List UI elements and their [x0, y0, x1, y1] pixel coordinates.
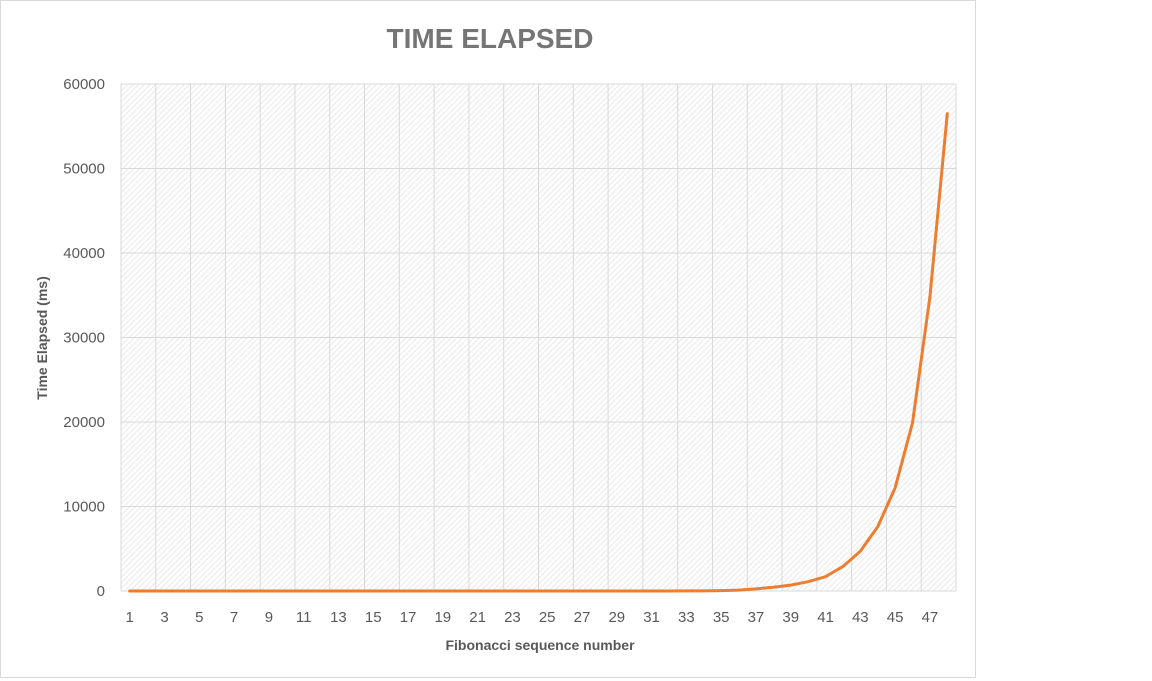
- x-tick-label: 33: [678, 609, 695, 626]
- x-axis-ticks: 1 3 5 7 9 11 13 15 17 19 21 23 25 27 29 31 33 35 37 39 41 43 4…: [126, 609, 939, 626]
- x-axis-title: Fibonacci sequence number: [445, 637, 635, 653]
- x-tick-label: 41: [817, 609, 834, 626]
- line-chart: TIME ELAPSED 0 10000 20000 30000 40000 50000 6…: [34, 23, 957, 653]
- y-axis-ticks: 0 10000 20000 30000 40000 50000 60000: [63, 76, 105, 600]
- y-tick-label: 30000: [63, 330, 105, 347]
- y-tick-label: 0: [97, 583, 105, 600]
- x-tick-label: 5: [195, 609, 203, 626]
- x-tick-label: 7: [230, 609, 238, 626]
- y-axis-title: Time Elapsed (ms): [34, 276, 50, 399]
- y-tick-label: 40000: [63, 245, 105, 262]
- gridlines: [120, 83, 957, 592]
- y-tick-label: 60000: [63, 76, 105, 93]
- x-tick-label: 25: [539, 609, 556, 626]
- y-tick-label: 20000: [63, 414, 105, 431]
- x-tick-label: 23: [504, 609, 521, 626]
- x-tick-label: 9: [265, 609, 273, 626]
- x-tick-label: 43: [852, 609, 869, 626]
- y-tick-label: 50000: [63, 161, 105, 178]
- x-tick-label: 1: [126, 609, 134, 626]
- y-tick-label: 10000: [63, 499, 105, 516]
- x-tick-label: 21: [469, 609, 486, 626]
- series-layer: [128, 112, 949, 593]
- x-tick-label: 3: [160, 609, 168, 626]
- x-tick-label: 13: [330, 609, 347, 626]
- x-tick-label: 29: [608, 609, 625, 626]
- x-tick-label: 39: [782, 609, 799, 626]
- chart-title: TIME ELAPSED: [387, 23, 594, 54]
- x-tick-label: 17: [400, 609, 417, 626]
- x-tick-label: 15: [365, 609, 382, 626]
- x-tick-label: 35: [713, 609, 730, 626]
- x-tick-label: 47: [922, 609, 939, 626]
- chart-frame: TIME ELAPSED 0 10000 20000 30000 40000 50000 6…: [0, 0, 976, 678]
- x-tick-label: 37: [748, 609, 765, 626]
- x-tick-label: 19: [434, 609, 451, 626]
- series-line: [128, 112, 949, 593]
- x-tick-label: 45: [887, 609, 904, 626]
- x-tick-label: 11: [296, 609, 312, 626]
- x-tick-label: 31: [643, 609, 660, 626]
- x-tick-label: 27: [574, 609, 591, 626]
